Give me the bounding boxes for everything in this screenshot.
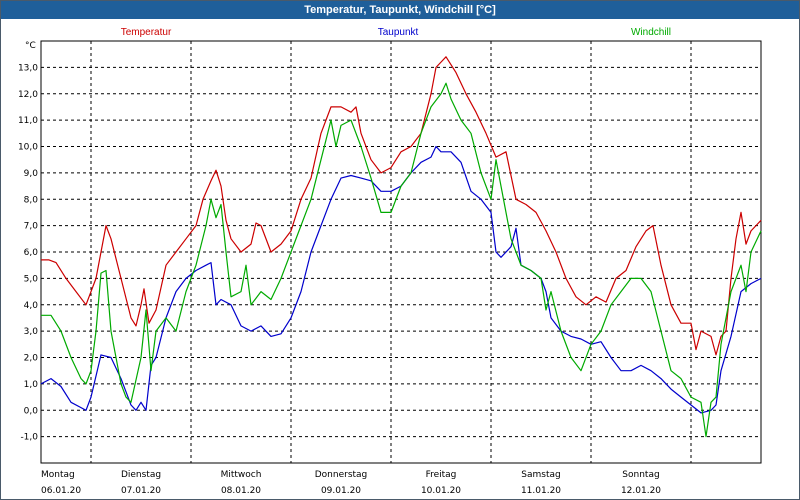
y-tick-label: 3,0	[24, 327, 39, 337]
x-tick-date: 12.01.20	[621, 486, 661, 496]
y-tick-label: 13,0	[18, 63, 38, 73]
y-tick-label: -1,0	[20, 433, 38, 443]
y-tick-label: 4,0	[24, 301, 39, 311]
legend-temperatur: Temperatur	[121, 27, 172, 38]
y-tick-label: 10,0	[18, 143, 38, 153]
x-tick-day: Mittwoch	[221, 470, 262, 480]
x-tick-day: Samstag	[521, 470, 560, 480]
y-tick-label: 2,0	[24, 354, 39, 364]
x-tick-day: Freitag	[426, 470, 457, 480]
x-tick-day: Montag	[41, 470, 75, 480]
legend-taupunkt: Taupunkt	[378, 27, 419, 38]
series-line-windchill	[41, 82, 762, 438]
y-tick-labels: -1,0 0,0 1,0 2,0 3,0 4,0 5,0 6,0 7,0 8,0 9,0 10,0 11…	[18, 63, 38, 442]
series-lines	[40, 56, 762, 438]
x-tick-labels: Montag 06.01.20 Dienstag 07.01.20 Mittwoch 08…	[41, 470, 661, 496]
x-tick-date: 10.01.20	[421, 486, 461, 496]
x-tick-day: Donnerstag	[315, 470, 368, 480]
x-tick-date: 06.01.20	[41, 486, 81, 496]
chart-title: Temperatur, Taupunkt, Windchill [°C]	[1, 1, 799, 19]
y-tick-label: 9,0	[24, 169, 39, 179]
x-tick-date: 11.01.20	[521, 486, 561, 496]
x-tick-date: 09.01.20	[321, 486, 361, 496]
y-tick-label: 11,0	[18, 116, 38, 126]
y-tick-label: 8,0	[24, 195, 39, 205]
x-tick-date: 08.01.20	[221, 486, 261, 496]
y-tick-label: 12,0	[18, 90, 38, 100]
y-tick-label: 6,0	[24, 248, 39, 258]
x-tick-date: 07.01.20	[121, 486, 161, 496]
y-tick-label: 1,0	[24, 380, 39, 390]
series-line-temperatur	[41, 56, 762, 356]
x-tick-day: Dienstag	[121, 470, 161, 480]
y-tick-label: 0,0	[24, 406, 39, 416]
y-axis-unit: °C	[25, 41, 36, 51]
x-tick-day: Sonntag	[622, 470, 659, 480]
y-tick-label: 5,0	[24, 274, 39, 284]
y-tick-label: 7,0	[24, 222, 39, 232]
legend-windchill: Windchill	[631, 27, 671, 38]
chart-svg: -1,0 0,0 1,0 2,0 3,0 4,0 5,0 6,0 7,0 8,0 9,0 10,0 11…	[18, 27, 762, 496]
